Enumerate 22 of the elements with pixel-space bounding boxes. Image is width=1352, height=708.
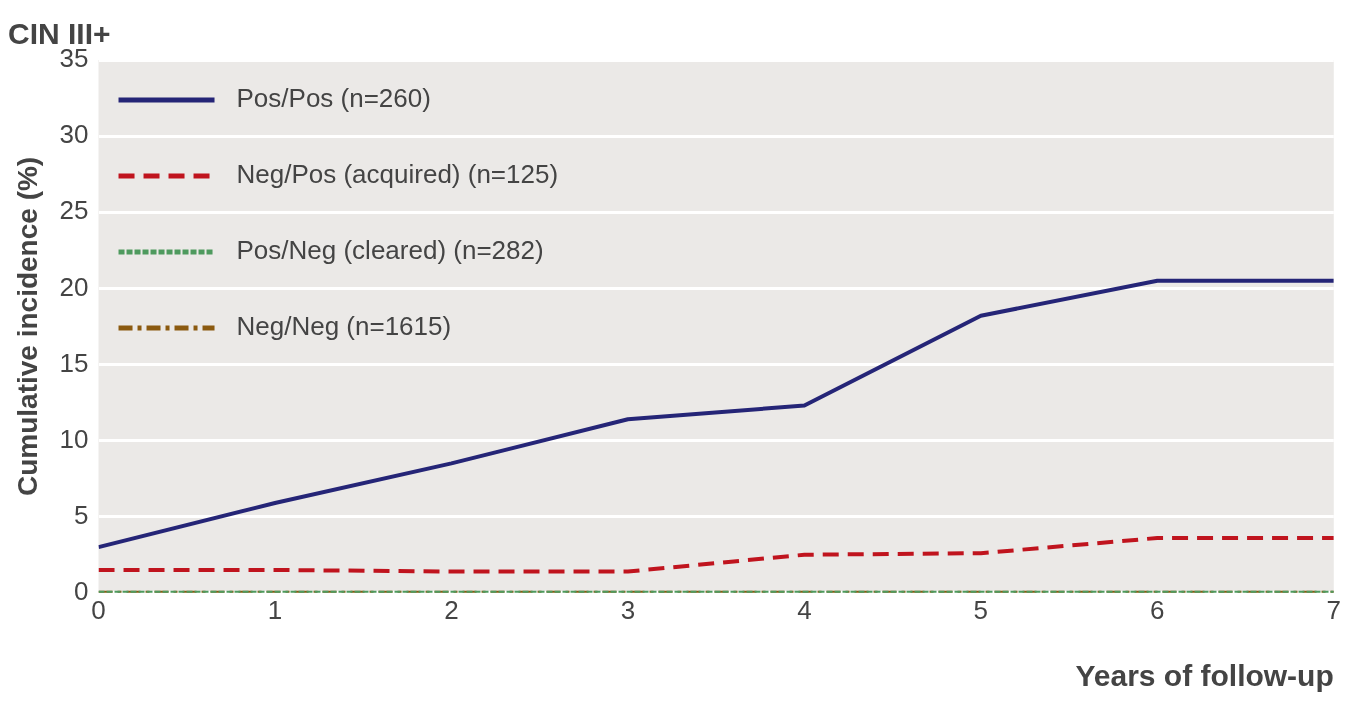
y-axis-title: Cumulative incidence (%) (11, 156, 43, 496)
y-tick-label: 15 (59, 347, 89, 378)
y-tick-label: 20 (59, 271, 89, 302)
line-series (98, 536, 1334, 574)
y-tick-label: 0 (74, 575, 89, 606)
y-tick-label: 30 (59, 119, 89, 150)
x-tick-label: 5 (973, 594, 989, 625)
x-tick-label: 4 (797, 594, 812, 625)
x-tick-label: 1 (267, 594, 283, 625)
x-tick-label: 2 (444, 594, 459, 625)
legend-label: Pos/Pos (n=260) (236, 83, 431, 114)
y-tick-label: 5 (74, 499, 89, 530)
x-tick-label: 6 (1150, 594, 1165, 625)
x-axis-title: Years of follow-up (1075, 659, 1334, 693)
legend-label: Pos/Neg (cleared) (n=282) (236, 235, 544, 266)
legend-label: Neg/Neg (n=1615) (236, 311, 452, 342)
x-tick-label: 3 (620, 594, 636, 625)
y-tick-label: 25 (59, 195, 89, 226)
y-tick-label: 10 (59, 423, 89, 454)
x-tick-label: 7 (1326, 594, 1341, 625)
y-tick-label: 35 (59, 43, 89, 74)
legend-label: Neg/Pos (acquired) (n=125) (236, 159, 559, 190)
